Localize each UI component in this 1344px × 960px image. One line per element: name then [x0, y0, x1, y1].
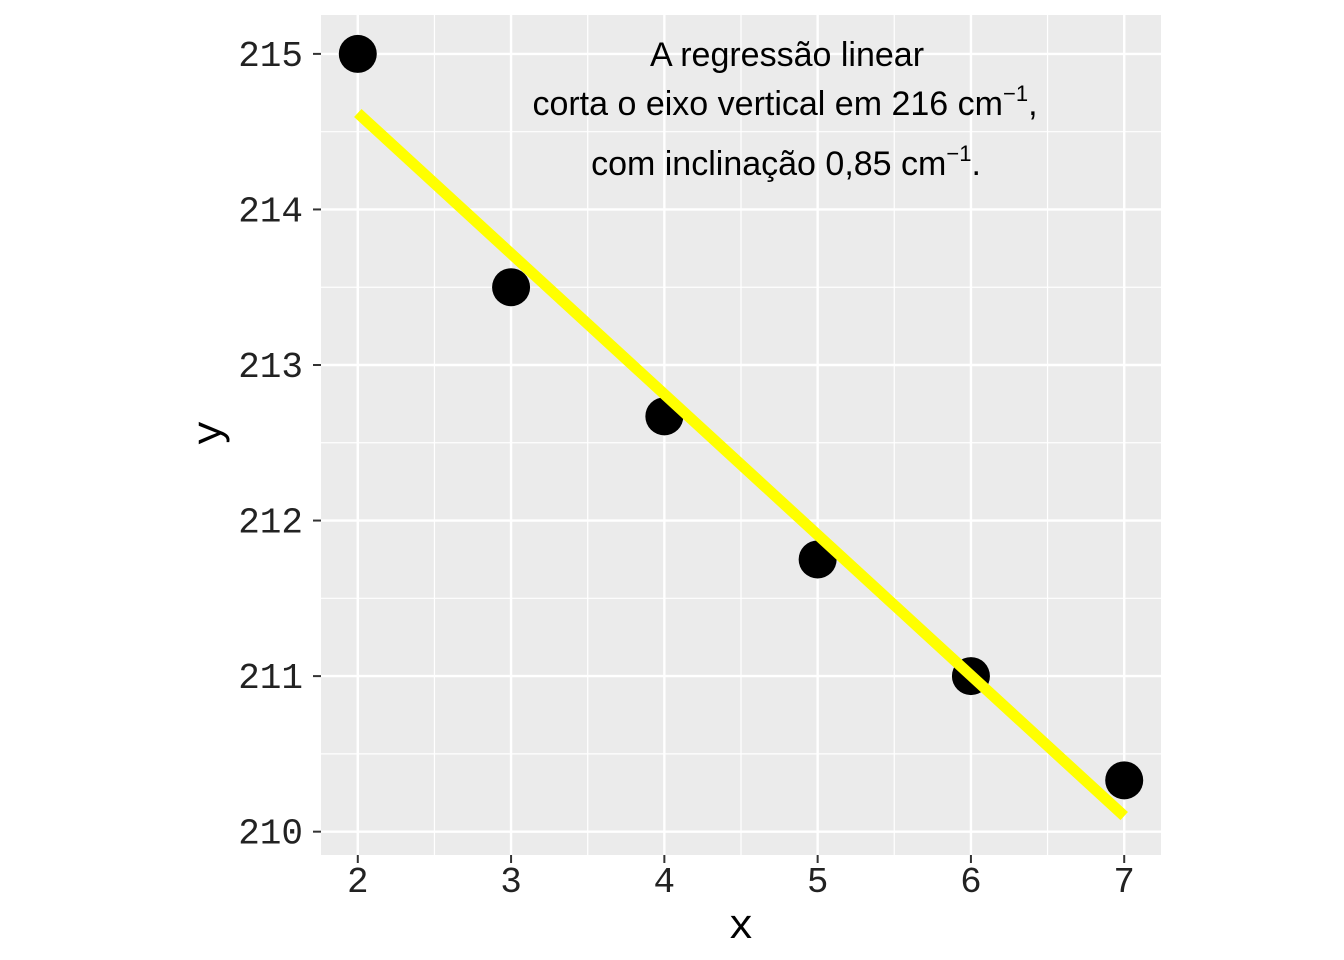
annotation-line-2: corta o eixo vertical em 216 cm−1, — [532, 81, 1037, 123]
data-point — [1105, 761, 1144, 800]
grid-major — [321, 15, 1161, 855]
x-tick-label: 7 — [1113, 862, 1135, 903]
annotation-line-3-text: com inclinação 0,85 cm — [591, 145, 946, 183]
y-tick-label: 212 — [238, 503, 303, 544]
y-tick-label: 211 — [238, 658, 303, 699]
x-axis-title: x — [728, 903, 753, 951]
data-point — [492, 268, 531, 307]
x-tick-label: 5 — [807, 862, 829, 903]
y-tick-label: 214 — [238, 191, 303, 232]
y-tick-labels: 210 211 212 213 214 215 — [238, 36, 303, 855]
x-tick-label: 6 — [960, 862, 982, 903]
annotation-line-2-text: corta o eixo vertical em 216 cm — [532, 85, 1003, 123]
annotation-line-2-superscript: −1 — [1003, 81, 1028, 106]
axis-ticks — [313, 52, 1126, 863]
grid-minor — [321, 15, 1161, 855]
annotation-line-2-end: , — [1028, 85, 1037, 123]
annotation-line-3: com inclinação 0,85 cm−1. — [591, 141, 981, 183]
y-tick-label: 213 — [238, 347, 303, 388]
data-point — [338, 34, 377, 73]
annotation-line-1: A regressão linear — [650, 36, 924, 74]
annotation-line-3-end: . — [971, 145, 980, 183]
y-tick-label: 210 — [238, 814, 303, 855]
x-tick-labels: 2 3 4 5 6 7 — [347, 862, 1135, 903]
regression-line — [354, 108, 1128, 821]
x-tick-label: 2 — [347, 862, 369, 903]
y-tick-label: 215 — [238, 36, 303, 77]
y-axis-title: y — [186, 420, 234, 445]
annotation-line-3-superscript: −1 — [946, 141, 971, 166]
x-tick-label: 4 — [654, 862, 676, 903]
x-tick-label: 3 — [500, 862, 522, 903]
